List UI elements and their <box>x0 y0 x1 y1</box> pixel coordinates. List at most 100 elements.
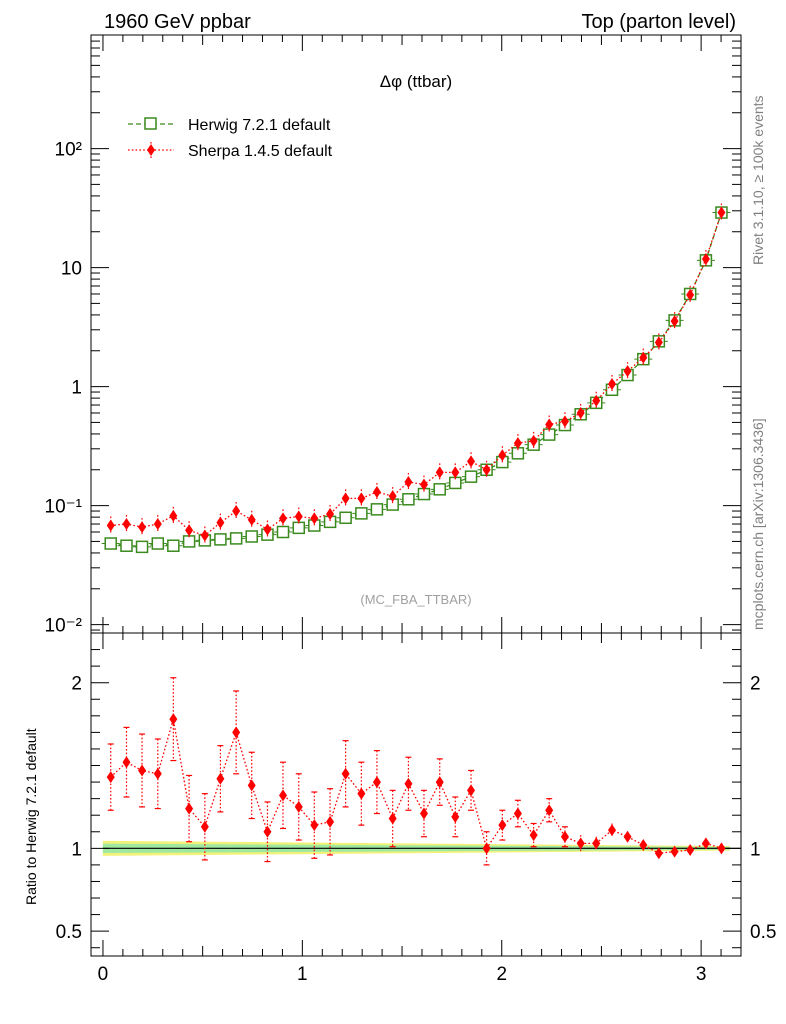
sherpa-point <box>717 206 726 219</box>
sherpa-point <box>294 510 303 523</box>
sherpa-point <box>310 512 319 525</box>
ratio-y-tick-labels: 0.5 0.5 1 1 2 2 <box>56 674 777 943</box>
sherpa-point <box>467 455 476 468</box>
ratio-axis-ticks <box>91 633 742 956</box>
sherpa-ratio-line <box>110 718 722 854</box>
sherpa-point <box>545 418 554 431</box>
sherpa-point <box>122 518 131 531</box>
watermark: (MC_FBA_TTBAR) <box>360 592 471 607</box>
sherpa-ratio-point <box>357 787 366 800</box>
sherpa-point <box>216 516 225 529</box>
sherpa-point <box>513 437 522 450</box>
sherpa-ratio-point <box>545 804 554 817</box>
main-y-tick-label: 10⁻² <box>45 616 83 637</box>
sherpa-point <box>654 336 663 349</box>
sherpa-ratio-point <box>482 842 491 855</box>
sherpa-ratio-point <box>513 807 522 820</box>
sherpa-ratio-point <box>232 726 241 739</box>
sherpa-ratio-point <box>279 789 288 802</box>
sherpa-point <box>419 478 428 491</box>
main-panel: 10⁻² 10⁻¹ 1 10 10² Δφ (ttbar) (MC_FBA_TTBAR)… <box>45 34 742 637</box>
ratio-panel: 0.5 0.5 1 1 2 2 0 1 2 3 <box>56 632 777 985</box>
sherpa-point <box>169 509 178 522</box>
herwig-point <box>120 539 133 552</box>
herwig-point <box>229 532 243 545</box>
legend-item-herwig: Herwig 7.2.1 default <box>128 117 331 134</box>
sherpa-ratio-point <box>607 824 616 837</box>
herwig-point <box>276 525 290 539</box>
energy-title: 1960 GeV ppbar <box>104 11 251 33</box>
main-y-tick-label: 10 <box>61 259 82 280</box>
sherpa-ratio-point <box>294 800 303 813</box>
sherpa-ratio-point <box>372 776 381 789</box>
herwig-point <box>135 540 149 554</box>
herwig-point <box>214 533 227 546</box>
sherpa-point <box>404 475 413 488</box>
sherpa-point <box>279 512 288 525</box>
sherpa-point <box>185 524 194 537</box>
sherpa-point <box>701 253 710 266</box>
sherpa-ratio-point <box>122 756 131 769</box>
ratio-y-tick-label-left: 2 <box>71 674 82 695</box>
herwig-point <box>339 511 352 525</box>
herwig-series <box>101 206 731 554</box>
ratio-y-tick-label-right: 0.5 <box>750 922 776 943</box>
sherpa-point <box>592 394 601 407</box>
sherpa-ratio-point <box>169 713 178 726</box>
sherpa-point <box>451 466 460 479</box>
herwig-point <box>245 530 258 543</box>
sherpa-ratio-point <box>326 815 335 828</box>
herwig-point <box>167 539 180 552</box>
herwig-point <box>104 537 117 550</box>
ratio-frame <box>90 632 742 957</box>
sherpa-ratio-point <box>639 839 648 852</box>
sherpa-ratio-point <box>310 819 319 832</box>
sherpa-ratio-point <box>623 830 632 843</box>
x-tick-label: 2 <box>496 964 507 985</box>
rivet-label: Rivet 3.1.10, ≥ 100k events <box>750 95 766 265</box>
main-y-tick-label: 10² <box>55 140 82 161</box>
sherpa-point <box>529 434 538 447</box>
x-tick-label: 0 <box>98 964 109 985</box>
plot-title: Δφ (ttbar) <box>380 72 452 91</box>
sherpa-ratio-point <box>592 837 601 850</box>
sherpa-point <box>623 365 632 378</box>
mcplots-label: mcplots.cern.ch [arXiv:1306.3436] <box>750 418 766 630</box>
herwig-point <box>355 507 368 520</box>
sherpa-point <box>106 519 115 532</box>
sherpa-ratio-point <box>388 812 397 825</box>
sherpa-point <box>153 518 162 531</box>
sherpa-point <box>686 288 695 301</box>
legend-sherpa-label: Sherpa 1.4.5 default <box>188 143 333 160</box>
sherpa-ratio-point <box>701 837 710 850</box>
sherpa-ratio-point <box>185 802 194 815</box>
sherpa-ratio-point <box>341 767 350 780</box>
sherpa-series <box>106 203 726 545</box>
sherpa-point <box>576 406 585 419</box>
sherpa-ratio-series <box>106 677 726 866</box>
sherpa-point <box>498 449 507 462</box>
sherpa-point <box>372 486 381 499</box>
sherpa-point <box>560 415 569 428</box>
herwig-point <box>292 521 306 535</box>
sherpa-point <box>326 507 335 520</box>
herwig-point <box>182 535 196 548</box>
sherpa-ratio-point <box>576 837 585 850</box>
sherpa-ratio-point <box>686 843 695 856</box>
process-title: Top (parton level) <box>581 11 736 33</box>
main-axis-ticks <box>91 34 742 633</box>
sherpa-ratio-point <box>467 784 476 797</box>
herwig-point <box>151 537 165 550</box>
herwig-point <box>402 493 415 506</box>
sherpa-ratio-point <box>419 807 428 820</box>
sherpa-ratio-point <box>247 779 256 792</box>
sherpa-point <box>200 529 209 542</box>
sherpa-ratio-point <box>670 845 679 858</box>
main-y-tick-label: 10⁻¹ <box>45 497 83 518</box>
ratio-y-tick-label-left: 1 <box>71 839 82 860</box>
sherpa-ratio-point <box>106 771 115 784</box>
sherpa-line <box>110 212 723 537</box>
sherpa-ratio-point <box>654 847 663 860</box>
sherpa-ratio-point <box>216 772 225 785</box>
sherpa-ratio-point <box>717 842 726 855</box>
